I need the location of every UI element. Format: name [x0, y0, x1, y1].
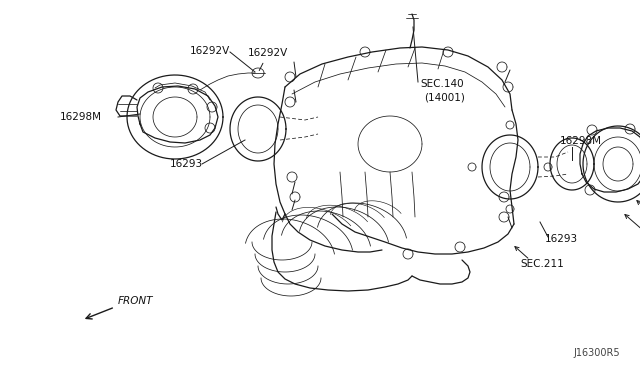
Text: 16292V: 16292V [190, 46, 230, 56]
Text: 16293: 16293 [170, 159, 203, 169]
Text: 16293: 16293 [545, 234, 578, 244]
Text: SEC.211: SEC.211 [520, 259, 564, 269]
Text: FRONT: FRONT [118, 296, 154, 306]
Text: J16300R5: J16300R5 [573, 348, 620, 358]
Text: 16298M: 16298M [60, 112, 102, 122]
Text: 16298M: 16298M [560, 136, 602, 146]
Text: SEC.140: SEC.140 [420, 79, 463, 89]
Text: 16292V: 16292V [248, 48, 288, 71]
Text: (14001): (14001) [424, 92, 465, 102]
